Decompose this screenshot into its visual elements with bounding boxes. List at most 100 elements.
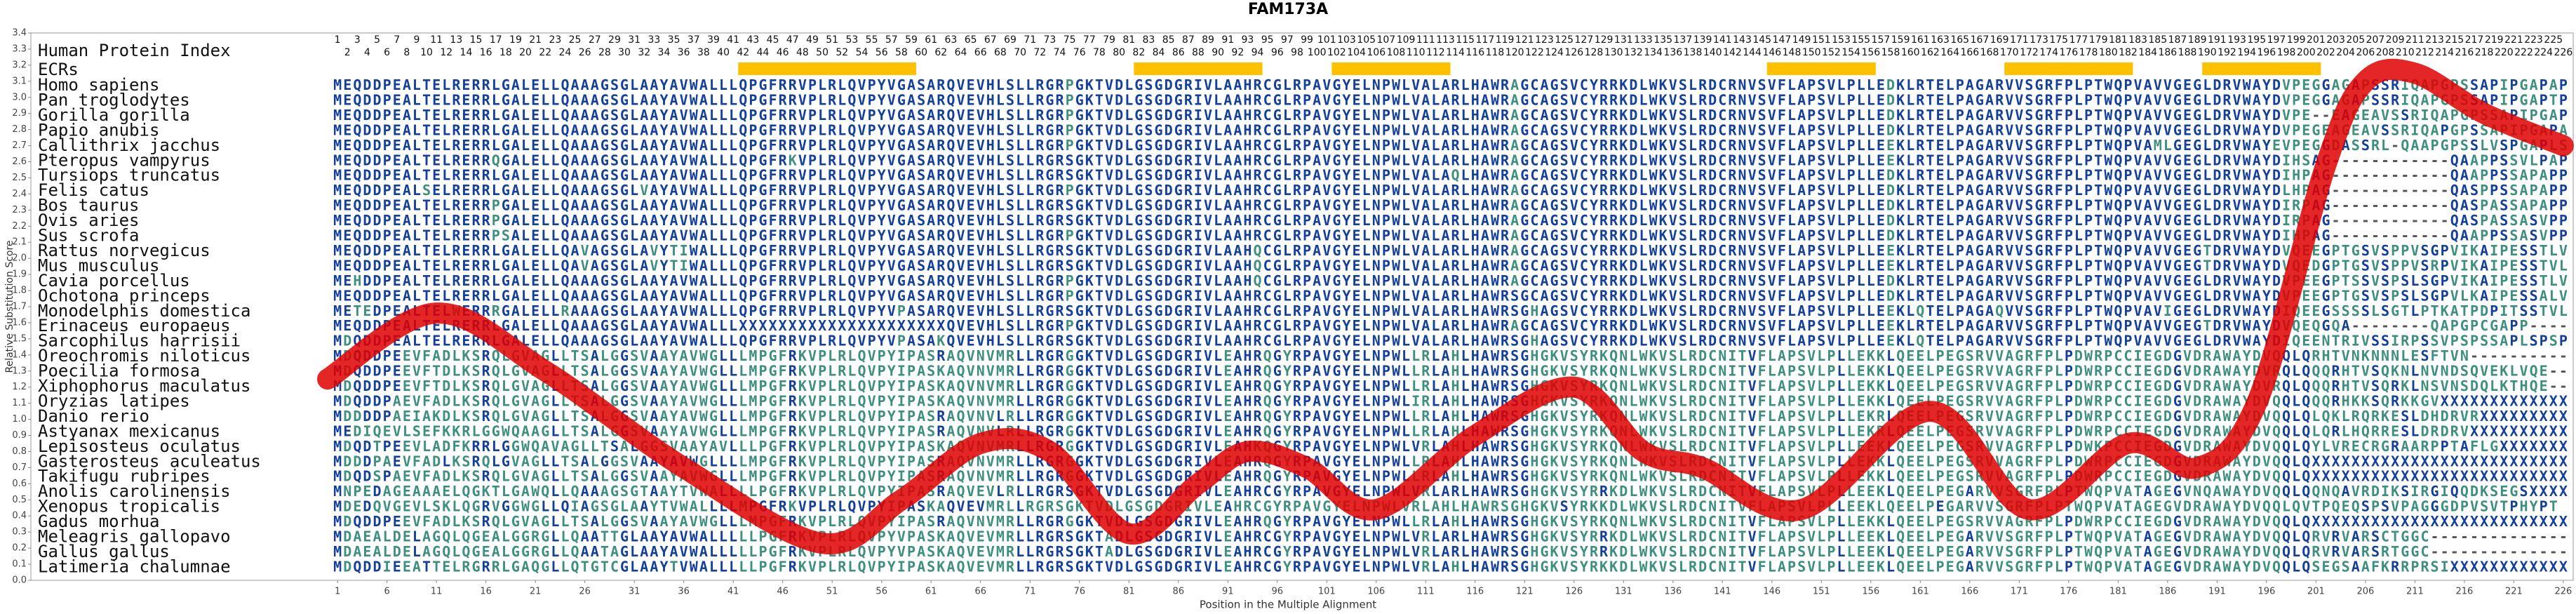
human-index: 12 <box>440 47 452 58</box>
y-tick-label: 1.3 <box>12 366 27 376</box>
human-index: 165 <box>1950 34 1969 46</box>
human-index: 50 <box>816 47 829 58</box>
human-index: 138 <box>1684 47 1703 58</box>
species-label: Bos taurus <box>38 196 140 215</box>
human-index: 214 <box>2435 47 2454 58</box>
species-label: Lepisosteus oculatus <box>38 436 241 456</box>
human-index: 183 <box>2128 34 2147 46</box>
human-index: 93 <box>1242 34 1254 46</box>
human-index: 111 <box>1416 34 1435 46</box>
human-index: 105 <box>1357 34 1376 46</box>
x-tick-label: 81 <box>1123 587 1135 597</box>
human-index: 157 <box>1872 34 1891 46</box>
y-tick-label: 3.1 <box>12 76 27 86</box>
human-index: 28 <box>598 47 611 58</box>
human-index: 24 <box>559 47 572 58</box>
species-label: Mus musculus <box>38 255 159 275</box>
y-tick-label: 0.0 <box>12 575 27 586</box>
human-index: 78 <box>1093 47 1106 58</box>
species-label: Pteropus vampyrus <box>38 150 210 170</box>
x-tick-label: 116 <box>1466 587 1484 597</box>
human-index: 153 <box>1832 34 1851 46</box>
species-label: Anolis carolinensis <box>38 481 231 501</box>
species-label: Ovis aries <box>38 211 140 230</box>
human-index: 27 <box>589 34 601 46</box>
human-index: 59 <box>905 34 918 46</box>
human-index: 116 <box>1465 47 1484 58</box>
human-index: 196 <box>2257 47 2276 58</box>
species-label: Sarcophilus harrisii <box>38 331 241 351</box>
human-index: 5 <box>374 34 380 46</box>
human-index: 37 <box>687 34 700 46</box>
human-index: 7 <box>394 34 400 46</box>
human-index: 30 <box>618 47 631 58</box>
human-index: 56 <box>876 47 888 58</box>
human-index: 113 <box>1436 34 1455 46</box>
human-index: 166 <box>1960 47 1979 58</box>
human-index: 171 <box>2010 34 2029 46</box>
human-index: 181 <box>2109 34 2128 46</box>
human-index: 97 <box>1281 34 1294 46</box>
human-index: 207 <box>2366 34 2385 46</box>
species-label: Callithrix jacchus <box>38 135 220 155</box>
human-index: 185 <box>2148 34 2167 46</box>
y-tick-label: 1.4 <box>12 349 27 360</box>
human-index: 100 <box>1308 47 1327 58</box>
human-index: 115 <box>1456 34 1475 46</box>
y-tick-label: 3.0 <box>12 92 27 102</box>
x-tick-label: 186 <box>2159 587 2176 597</box>
human-index: 159 <box>1891 34 1910 46</box>
species-label: Homo sapiens <box>38 75 159 95</box>
x-tick-label: 46 <box>777 587 789 597</box>
human-index: 189 <box>2188 34 2207 46</box>
x-tick-label: 6 <box>384 587 390 597</box>
human-index: 49 <box>806 34 819 46</box>
human-index: 218 <box>2475 47 2494 58</box>
x-tick-label: 206 <box>2356 587 2374 597</box>
human-index: 36 <box>678 47 690 58</box>
y-tick-label: 3.2 <box>12 60 27 70</box>
index-label: Human Protein Index <box>38 41 231 60</box>
ecr-bar <box>738 62 917 75</box>
ecr-bar <box>1331 62 1451 75</box>
human-index: 57 <box>885 34 898 46</box>
y-tick-label: 2.3 <box>12 205 27 215</box>
human-index: 135 <box>1653 34 1672 46</box>
human-index: 142 <box>1723 47 1742 58</box>
x-tick-label: 141 <box>1714 587 1731 597</box>
species-label: Poecilia formosa <box>38 361 200 381</box>
x-tick-label: 66 <box>974 587 986 597</box>
human-index: 177 <box>2069 34 2088 46</box>
human-index: 10 <box>420 47 433 58</box>
y-tick-label: 0.4 <box>12 511 27 521</box>
human-index: 200 <box>2297 47 2316 58</box>
human-index: 18 <box>499 47 512 58</box>
x-tick-label: 136 <box>1664 587 1682 597</box>
human-index: 76 <box>1073 47 1086 58</box>
human-index: 203 <box>2326 34 2345 46</box>
human-index: 46 <box>777 47 789 58</box>
human-index: 128 <box>1585 47 1604 58</box>
human-index: 71 <box>1024 34 1036 46</box>
human-index: 217 <box>2465 34 2484 46</box>
y-tick-label: 0.7 <box>12 462 27 473</box>
human-index: 25 <box>569 34 582 46</box>
species-label: Takifugu rubripes <box>38 467 210 486</box>
y-tick-label: 0.6 <box>12 479 27 489</box>
human-index: 19 <box>509 34 522 46</box>
y-tick-label: 1.6 <box>12 317 27 328</box>
y-tick-label: 1.8 <box>12 286 27 296</box>
y-tick-label: 0.9 <box>12 430 27 441</box>
human-index: 47 <box>786 34 799 46</box>
human-index: 222 <box>2514 47 2533 58</box>
y-tick-label: 2.7 <box>12 140 27 151</box>
human-index: 206 <box>2356 47 2375 58</box>
species-label: Gallus gallus <box>38 542 170 561</box>
human-index: 205 <box>2346 34 2365 46</box>
